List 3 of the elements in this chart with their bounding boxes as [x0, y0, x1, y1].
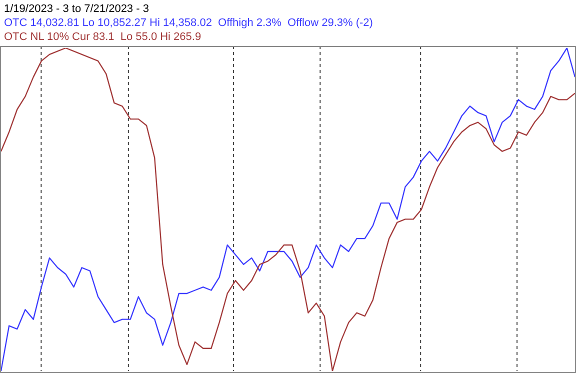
- text: OTC 14,032.81 Lo 10,852.27 Hi 14,358.02 Offhigh 2.3% Offlow 29.3% (-2): [4, 16, 373, 30]
- chart-title: 1/19/2023 - 3 to 7/21/2023 - 3: [4, 2, 150, 16]
- text: OTC NL 10% Cur 83.1 Lo 55.0 Hi 265.9: [4, 30, 202, 44]
